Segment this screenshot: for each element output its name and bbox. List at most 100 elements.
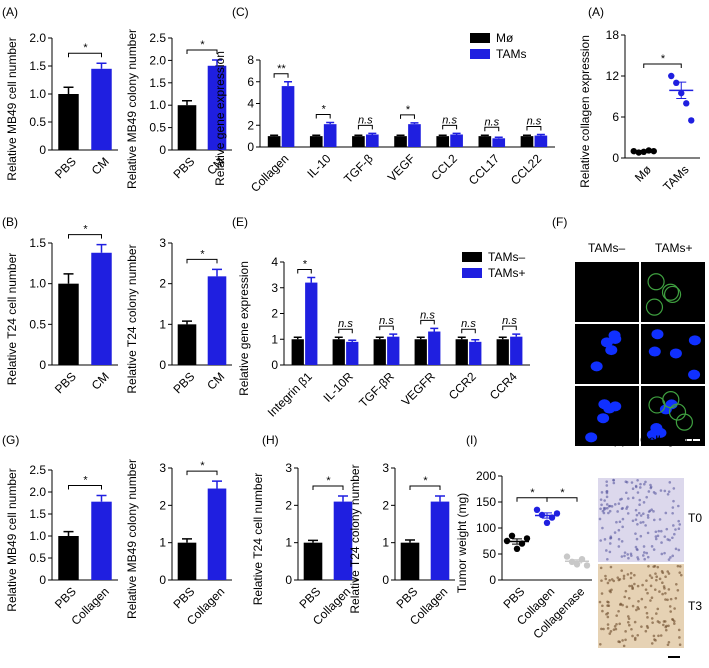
nucleus	[590, 361, 603, 372]
bar	[177, 324, 197, 365]
cell	[641, 520, 645, 524]
cell	[606, 615, 610, 619]
significance-bracket	[297, 268, 312, 274]
cell	[667, 572, 671, 575]
cell	[663, 489, 667, 493]
x-tick-label: PBS	[52, 584, 79, 611]
bar	[469, 341, 482, 365]
cell	[613, 531, 617, 534]
nucleus	[688, 335, 701, 346]
error-bar	[375, 336, 384, 340]
bar	[450, 134, 463, 147]
cell	[633, 573, 636, 577]
cell	[637, 607, 640, 611]
cell	[605, 495, 609, 499]
cell	[631, 586, 634, 589]
point	[683, 100, 690, 107]
cell	[653, 588, 657, 591]
cell	[639, 482, 642, 486]
cell	[620, 569, 624, 572]
cell	[671, 554, 675, 558]
y-tick-label: 0	[247, 140, 254, 154]
significance-bracket	[186, 258, 218, 264]
x-tick-label: PBS	[52, 154, 79, 181]
cell	[677, 628, 681, 632]
bar	[400, 542, 420, 580]
cell	[602, 506, 606, 510]
cell	[617, 545, 621, 548]
cell	[618, 622, 621, 626]
y-tick-label: 0	[382, 573, 389, 587]
panel-label: (E)	[232, 215, 248, 229]
significance-label: n.s	[379, 315, 394, 327]
y-tick-label: 0	[39, 358, 46, 372]
cell	[644, 480, 647, 484]
cell	[646, 531, 650, 535]
bar	[333, 501, 353, 580]
cell	[606, 623, 610, 626]
error-bar	[410, 122, 419, 125]
cell	[600, 592, 604, 595]
ihc-image	[598, 478, 684, 562]
cell	[659, 634, 663, 637]
cell	[679, 573, 683, 577]
cell	[661, 592, 664, 596]
cell	[623, 554, 626, 558]
cell	[646, 516, 650, 519]
point	[688, 117, 695, 124]
cell	[645, 495, 648, 499]
error-bar	[182, 99, 192, 106]
error-bar	[334, 336, 343, 340]
y-tick-label: 1.0	[149, 98, 166, 112]
membrane	[647, 273, 665, 291]
panel-label: (I)	[466, 433, 477, 447]
cell	[667, 624, 670, 628]
cell	[605, 549, 608, 552]
cell	[677, 527, 681, 531]
y-tick-label: 2.5	[149, 31, 166, 45]
y-tick-label: 2	[382, 498, 389, 512]
bar	[291, 339, 304, 365]
cell	[663, 551, 666, 555]
cell	[625, 480, 629, 484]
cell	[628, 584, 631, 588]
significance-label: n.s	[338, 318, 353, 330]
cell	[620, 555, 624, 558]
cell	[627, 597, 631, 600]
row-label: T3	[688, 599, 702, 613]
cell	[674, 547, 678, 551]
significance-bracket	[315, 114, 331, 119]
cell	[598, 517, 602, 521]
cell	[617, 502, 621, 505]
cell	[673, 532, 676, 536]
cell	[626, 505, 629, 509]
membrane	[675, 413, 693, 431]
cell	[600, 627, 603, 631]
cell	[667, 641, 671, 644]
y-tick-label: 1.5	[29, 236, 46, 250]
y-tick-label: 0	[39, 143, 46, 157]
error-bar	[212, 59, 222, 66]
membrane	[663, 285, 682, 304]
cell	[668, 481, 672, 484]
membrane	[662, 391, 680, 409]
bar	[207, 488, 227, 580]
cell	[631, 487, 635, 491]
bar	[303, 542, 323, 580]
cell	[606, 557, 609, 561]
cell	[663, 620, 667, 623]
cell	[666, 570, 670, 573]
error-bar	[182, 320, 192, 325]
y-tick-label: 2.0	[29, 485, 46, 499]
cell	[659, 489, 663, 492]
significance-label: n.s	[502, 315, 517, 327]
cell	[664, 511, 668, 515]
y-tick-label: 1.0	[29, 529, 46, 543]
cell	[652, 518, 656, 522]
significance-bracket	[546, 497, 578, 502]
cell	[598, 600, 602, 604]
cell	[626, 553, 629, 556]
nucleus	[688, 369, 701, 380]
y-tick-label: 1	[271, 332, 278, 346]
bar	[373, 339, 386, 365]
